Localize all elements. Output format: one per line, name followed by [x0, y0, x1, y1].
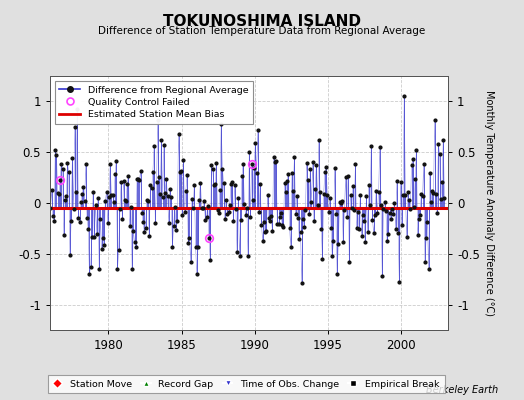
- Text: Difference of Station Temperature Data from Regional Average: Difference of Station Temperature Data f…: [99, 26, 425, 36]
- Legend: Difference from Regional Average, Quality Control Failed, Estimated Station Mean: Difference from Regional Average, Qualit…: [54, 81, 253, 124]
- Y-axis label: Monthly Temperature Anomaly Difference (°C): Monthly Temperature Anomaly Difference (…: [484, 90, 494, 316]
- Text: Berkeley Earth: Berkeley Earth: [425, 385, 498, 395]
- Legend: Station Move, Record Gap, Time of Obs. Change, Empirical Break: Station Move, Record Gap, Time of Obs. C…: [48, 375, 444, 393]
- Text: TOKUNOSHIMA ISLAND: TOKUNOSHIMA ISLAND: [163, 14, 361, 29]
